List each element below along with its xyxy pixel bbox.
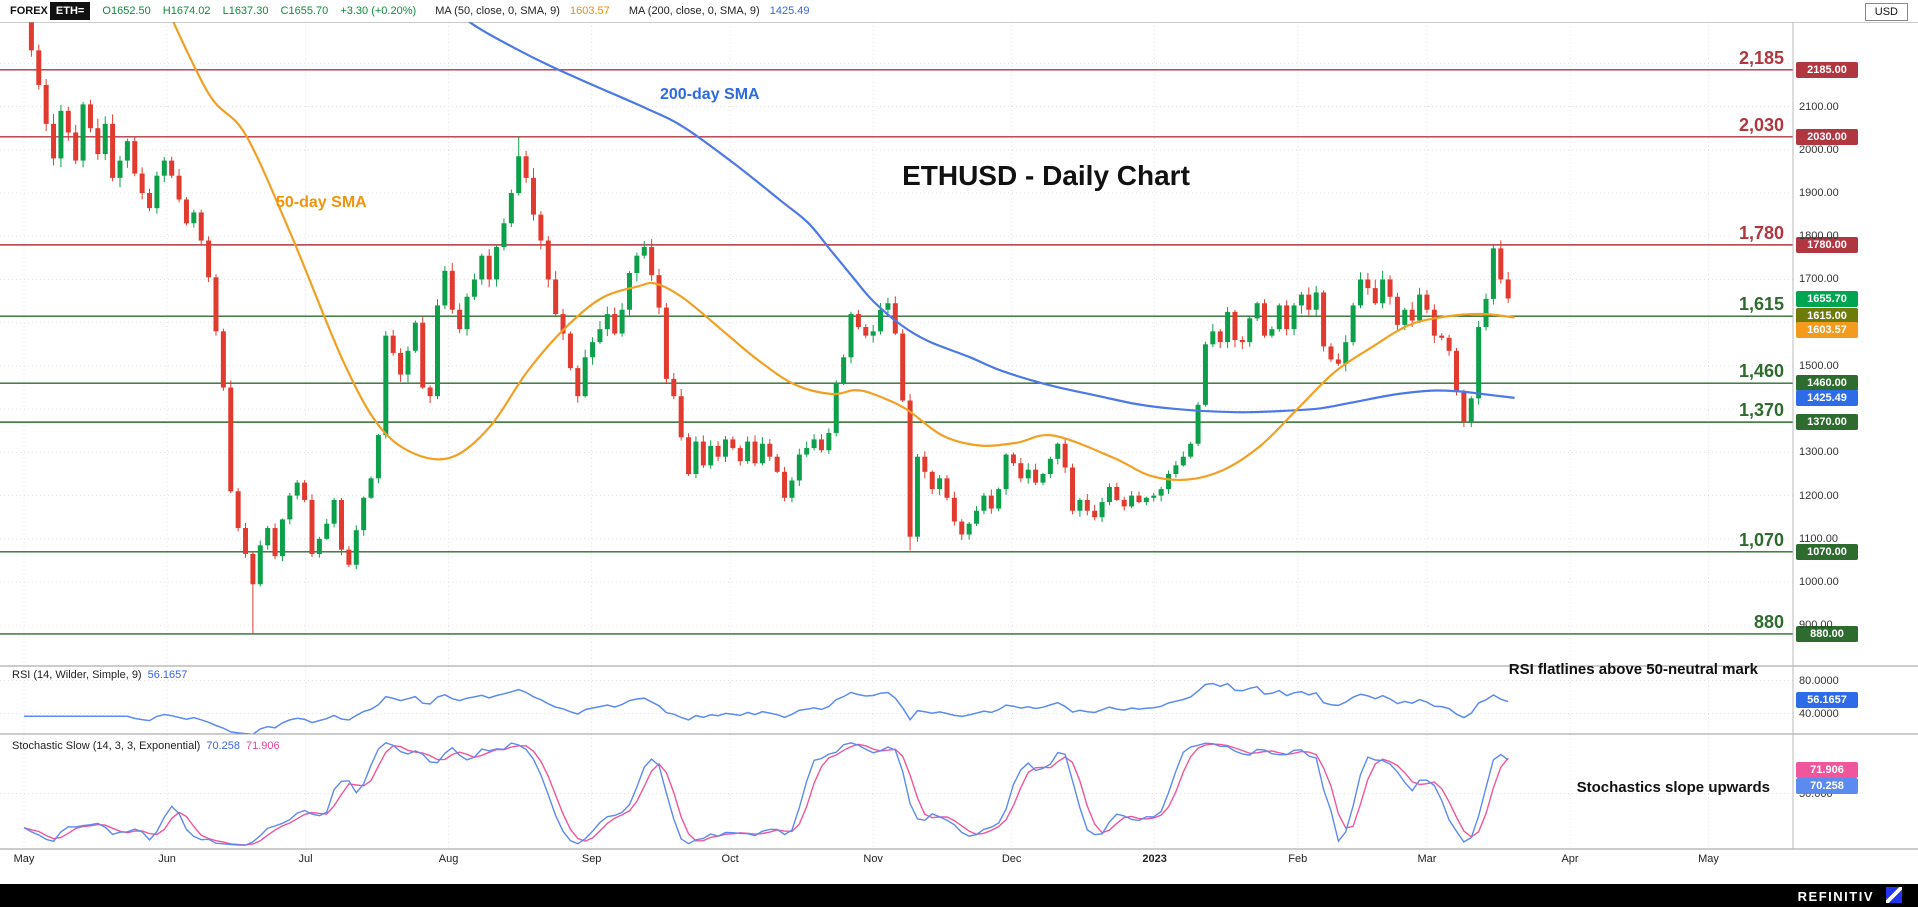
month-label: Jul xyxy=(298,853,313,865)
price-tick: 1100.00 xyxy=(1799,532,1838,545)
month-label: Feb xyxy=(1288,853,1308,865)
price-levels xyxy=(0,69,1793,635)
rsi-label-value: 56.1657 xyxy=(147,669,188,681)
currency-selector[interactable]: USD xyxy=(1864,3,1908,21)
stoch-indicator-label[interactable]: Stochastic Slow (14, 3, 3, Exponential) 7… xyxy=(12,740,280,752)
month-label: May xyxy=(1698,853,1719,865)
level-badge: 1070.00 xyxy=(1796,543,1858,560)
low-value: L1637.30 xyxy=(222,5,269,17)
close-value: C1655.70 xyxy=(280,5,329,17)
level-badge: 1460.00 xyxy=(1796,375,1858,392)
price-tick: 1700.00 xyxy=(1799,273,1839,286)
rsi-indicator-label[interactable]: RSI (14, Wilder, Simple, 9) 56.1657 xyxy=(12,669,187,681)
price-tick: 1500.00 xyxy=(1799,359,1839,372)
sma50-line xyxy=(172,22,1515,482)
sma50-annotation: 50-day SMA xyxy=(276,194,367,211)
exchange-label: FOREX xyxy=(10,5,48,17)
stoch-k-line xyxy=(23,742,1509,846)
ma50-value: 1603.57 xyxy=(570,5,610,17)
price-badge: 1603.57 xyxy=(1796,322,1858,339)
level-label: 2,030 xyxy=(1738,114,1784,135)
price-badge: 1655.70 xyxy=(1796,290,1858,307)
price-tick: 2100.00 xyxy=(1799,100,1839,113)
price-tick: 1300.00 xyxy=(1799,446,1839,459)
level-label: 880 xyxy=(1753,611,1784,632)
candles-layer[interactable] xyxy=(22,0,1511,634)
sma-lines xyxy=(172,22,1515,482)
sma200-annotation: 200-day SMA xyxy=(660,86,760,103)
open-value: O1652.50 xyxy=(102,5,151,17)
month-label: Sep xyxy=(581,853,602,865)
symbol-chip[interactable]: ETH= xyxy=(49,2,91,20)
refinitiv-logo-icon xyxy=(1886,887,1902,903)
price-tick: 1900.00 xyxy=(1799,187,1839,199)
month-label: Dec xyxy=(1001,853,1022,865)
price-tick: 1200.00 xyxy=(1799,489,1839,502)
refinitiv-wordmark: REFINITIV xyxy=(1797,889,1874,904)
level-label: 1,615 xyxy=(1738,294,1784,315)
ma50-label[interactable]: MA (50, close, 0, SMA, 9) xyxy=(435,5,560,17)
level-badge: 1615.00 xyxy=(1796,308,1858,325)
level-badge: 1780.00 xyxy=(1796,236,1858,253)
ma200-value: 1425.49 xyxy=(769,5,810,17)
level-badge: 880.00 xyxy=(1796,625,1858,642)
stoch-label-text: Stochastic Slow (14, 3, 3, Exponential) xyxy=(12,740,201,752)
rsi-tick: 80.0000 xyxy=(1799,674,1839,687)
month-label: Mar xyxy=(1417,853,1437,865)
level-badge: 2185.00 xyxy=(1796,61,1858,78)
chart-title: ETHUSD - Daily Chart xyxy=(902,160,1190,191)
change-value: +3.30 (+0.20%) xyxy=(340,5,417,17)
level-label: 1,070 xyxy=(1738,529,1784,550)
sma200-line xyxy=(467,22,1515,414)
rsi-annotation: RSI flatlines above 50-neutral mark xyxy=(1508,661,1758,678)
price-tick: 2000.00 xyxy=(1799,143,1839,156)
level-label: 1,780 xyxy=(1738,222,1784,243)
rsi-badge: 56.1657 xyxy=(1796,692,1858,709)
stoch-k-badge: 70.258 xyxy=(1796,778,1858,794)
rsi-label-text: RSI (14, Wilder, Simple, 9) xyxy=(12,669,142,681)
month-label: Oct xyxy=(721,853,739,865)
level-badge: 1370.00 xyxy=(1796,414,1858,431)
stoch-d-line xyxy=(23,743,1509,846)
level-label: 2,185 xyxy=(1738,47,1784,68)
high-value: H1674.02 xyxy=(162,5,211,17)
month-label: 2023 xyxy=(1142,853,1167,865)
price-badge: 1425.49 xyxy=(1796,390,1858,407)
price-tick: 900.00 xyxy=(1799,619,1833,632)
month-label: Aug xyxy=(438,853,459,865)
month-label: May xyxy=(13,853,35,865)
footer-bar: REFINITIV xyxy=(0,884,1918,907)
stoch-d-value: 71.906 xyxy=(245,740,280,752)
rsi-tick: 40.0000 xyxy=(1799,707,1839,720)
ma200-label[interactable]: MA (200, close, 0, SMA, 9) xyxy=(628,5,760,17)
stoch-d-badge: 71.906 xyxy=(1796,762,1858,778)
price-tick: 1800.00 xyxy=(1799,230,1839,243)
month-label: Nov xyxy=(863,853,883,865)
month-label: Apr xyxy=(1561,853,1579,865)
toolbar: FOREX ETH= O1652.50 H1674.02 L1637.30 C16… xyxy=(0,0,1918,22)
price-tick: 1000.00 xyxy=(1799,576,1839,589)
stoch-k-value: 70.258 xyxy=(206,740,240,752)
stoch-annotation: Stochastics slope upwards xyxy=(1576,779,1770,796)
rsi-line xyxy=(24,682,1509,734)
level-label: 1,460 xyxy=(1738,361,1784,382)
level-badge: 2030.00 xyxy=(1796,128,1858,145)
level-label: 1,370 xyxy=(1738,400,1784,421)
month-label: Jun xyxy=(158,853,176,865)
